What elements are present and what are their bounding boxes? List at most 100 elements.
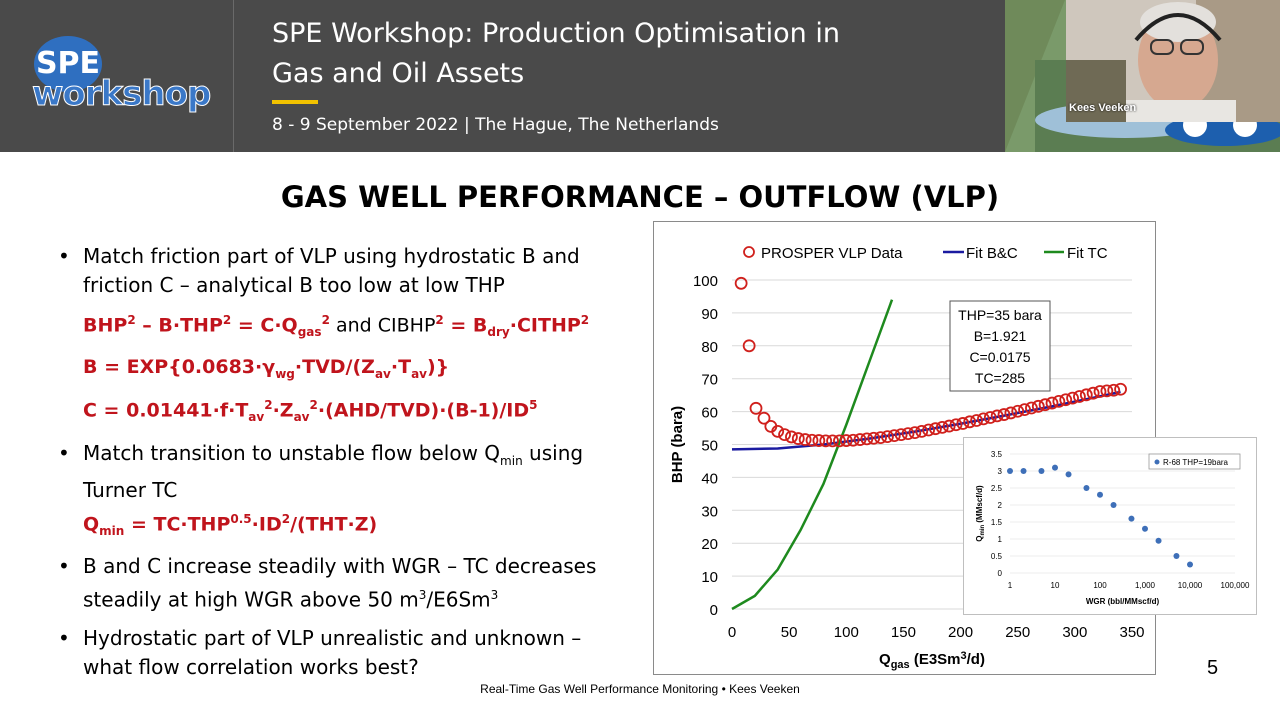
- vlp-data-point: [1086, 386, 1100, 400]
- inset-legend-label: R-68 THP=19bara: [1163, 458, 1229, 467]
- bullet-4-line1: Hydrostatic part of VLP unrealistic and …: [83, 626, 582, 650]
- inset-y-tick-label: 0.5: [991, 552, 1003, 561]
- inset-data-point: [1173, 553, 1180, 559]
- vlp-data-point: [860, 432, 874, 446]
- bullet-1-line2: friction C – analytical B too low at low…: [83, 273, 505, 297]
- vlp-data-point: [1025, 401, 1038, 415]
- presenter-name: Kees Veeken: [1069, 102, 1137, 114]
- webcam-feed: [1066, 0, 1280, 122]
- inset-data-point: [1038, 468, 1045, 474]
- x-tick-label: 100: [834, 624, 859, 641]
- banner-title-line2: Gas and Oil Assets: [272, 58, 525, 89]
- annotation-text: TC=285: [975, 370, 1025, 386]
- vlp-data-point: [922, 423, 935, 437]
- page-number: 5: [1207, 657, 1219, 679]
- legend-label-data: PROSPER VLP Data: [761, 245, 903, 262]
- vlp-data-point: [771, 424, 785, 438]
- vlp-data-point: [997, 408, 1011, 421]
- inset-data-point: [1020, 468, 1027, 474]
- legend-label-fit-tc: Fit TC: [1067, 245, 1108, 262]
- legend-label-fit-bc: Fit B&C: [966, 245, 1018, 262]
- y-tick-label: 20: [701, 536, 718, 553]
- banner-accent-line: [272, 100, 318, 104]
- vlp-data-point: [963, 415, 977, 429]
- equation-qmin: Qmin = TC·THP0.5·ID2/(THT·Z): [83, 512, 378, 539]
- vlp-data-point: [949, 418, 963, 432]
- vlp-data-point: [929, 422, 942, 436]
- bullet-marker: •: [58, 554, 70, 578]
- bullet-1: • Match friction part of VLP using hydro…: [58, 242, 648, 302]
- annotation-box: [949, 300, 1051, 392]
- vlp-data-point: [826, 434, 839, 448]
- vlp-data-point: [990, 409, 1004, 423]
- x-tick-label: 300: [1062, 624, 1087, 641]
- y-tick-label: 30: [701, 503, 718, 520]
- vlp-data-point: [874, 431, 887, 444]
- y-tick-label: 90: [701, 306, 718, 323]
- bullet-3: • B and C increase steadily with WGR – T…: [58, 552, 648, 612]
- inset-data-point: [1007, 468, 1013, 474]
- logo-spe-badge: SPE: [34, 36, 102, 92]
- vlp-data-point: [1038, 398, 1052, 412]
- x-tick-label: 50: [781, 624, 798, 641]
- annotation-text: THP=35 bara: [958, 307, 1042, 323]
- vlp-data-point: [1045, 396, 1059, 410]
- vlp-data-point: [805, 433, 819, 447]
- y-tick-label: 50: [701, 438, 718, 455]
- fit-tc-line: [731, 299, 894, 611]
- annotation-text: C=0.0175: [969, 349, 1030, 365]
- vlp-data-point: [867, 431, 881, 445]
- vlp-data-point: [853, 433, 867, 446]
- vlp-data-point: [1107, 383, 1121, 397]
- equation-c: C = 0.01441·f·Tav2·Zav2·(AHD/TVD)·(B-1)/…: [83, 398, 538, 425]
- bullet-2-line2: Turner TC: [83, 478, 178, 502]
- vlp-data-point: [970, 414, 983, 427]
- y-tick-label: 10: [701, 569, 718, 586]
- inset-legend-marker: [1154, 459, 1160, 465]
- inset-data-point: [1110, 502, 1117, 508]
- vlp-data-point: [894, 428, 908, 442]
- x-tick-label: 0: [728, 624, 736, 641]
- vlp-data-point: [846, 433, 860, 447]
- inset-x-tick-label: 100,000: [1221, 581, 1250, 590]
- vlp-data-point: [757, 411, 771, 425]
- vlp-data-point: [881, 430, 894, 444]
- inset-x-tick-label: 1: [1008, 581, 1013, 590]
- bullet-2-line1: Match transition to unstable flow below …: [83, 441, 584, 468]
- vlp-data-point: [901, 427, 915, 441]
- inset-y-tick-label: 3: [998, 467, 1003, 476]
- inset-y-tick-label: 1.5: [991, 518, 1003, 527]
- vlp-data-point: [749, 401, 763, 415]
- bullet-marker: •: [58, 626, 70, 650]
- logo-panel: SPE workshop: [0, 0, 234, 152]
- vlp-data-point: [1066, 391, 1079, 405]
- vlp-data-point: [915, 424, 929, 438]
- inset-y-tick-label: 2.5: [991, 484, 1003, 493]
- bullet-4: • Hydrostatic part of VLP unrealistic an…: [58, 624, 648, 682]
- fit-bc-line: [731, 390, 1121, 451]
- qmin-inset-chart: 0 0.5 1 1.5 2 2.5 3 3.5 1 10 100 1,000 10,000 100,000…: [963, 437, 1257, 615]
- vlp-data-point: [1093, 385, 1107, 398]
- legend-marker-data: [743, 246, 755, 258]
- bullet-2: • Match transition to unstable flow belo…: [58, 439, 648, 502]
- equation-bhp: BHP2 – B·THP2 = C·Qgas2 and CIBHP2 = Bdr…: [83, 313, 590, 340]
- inset-y-tick-label: 1: [998, 535, 1003, 544]
- vlp-data-point: [839, 434, 853, 447]
- inset-x-tick-label: 1,000: [1135, 581, 1156, 590]
- vlp-data-point: [956, 417, 970, 430]
- inset-legend-box: [1148, 453, 1241, 470]
- logo-workshop-text: workshop: [31, 74, 211, 115]
- vlp-data-point: [734, 276, 748, 290]
- vlp-data-point: [742, 339, 756, 353]
- vlp-data-point: [1031, 399, 1045, 413]
- vlp-data-point: [778, 428, 791, 442]
- bullet-4-line2: what flow correlation works best?: [83, 655, 419, 679]
- vlp-data-point: [908, 426, 922, 440]
- slide-title: GAS WELL PERFORMANCE – OUTFLOW (VLP): [280, 180, 1000, 214]
- vlp-data-point: [1114, 382, 1127, 396]
- inset-y-axis-label: Qmin (MMscf/d): [975, 485, 986, 542]
- y-tick-label: 60: [701, 405, 718, 422]
- banner-title-line1: SPE Workshop: Production Optimisation in: [272, 18, 840, 49]
- x-tick-label: 200: [948, 624, 973, 641]
- inset-y-tick-label: 0: [998, 569, 1003, 578]
